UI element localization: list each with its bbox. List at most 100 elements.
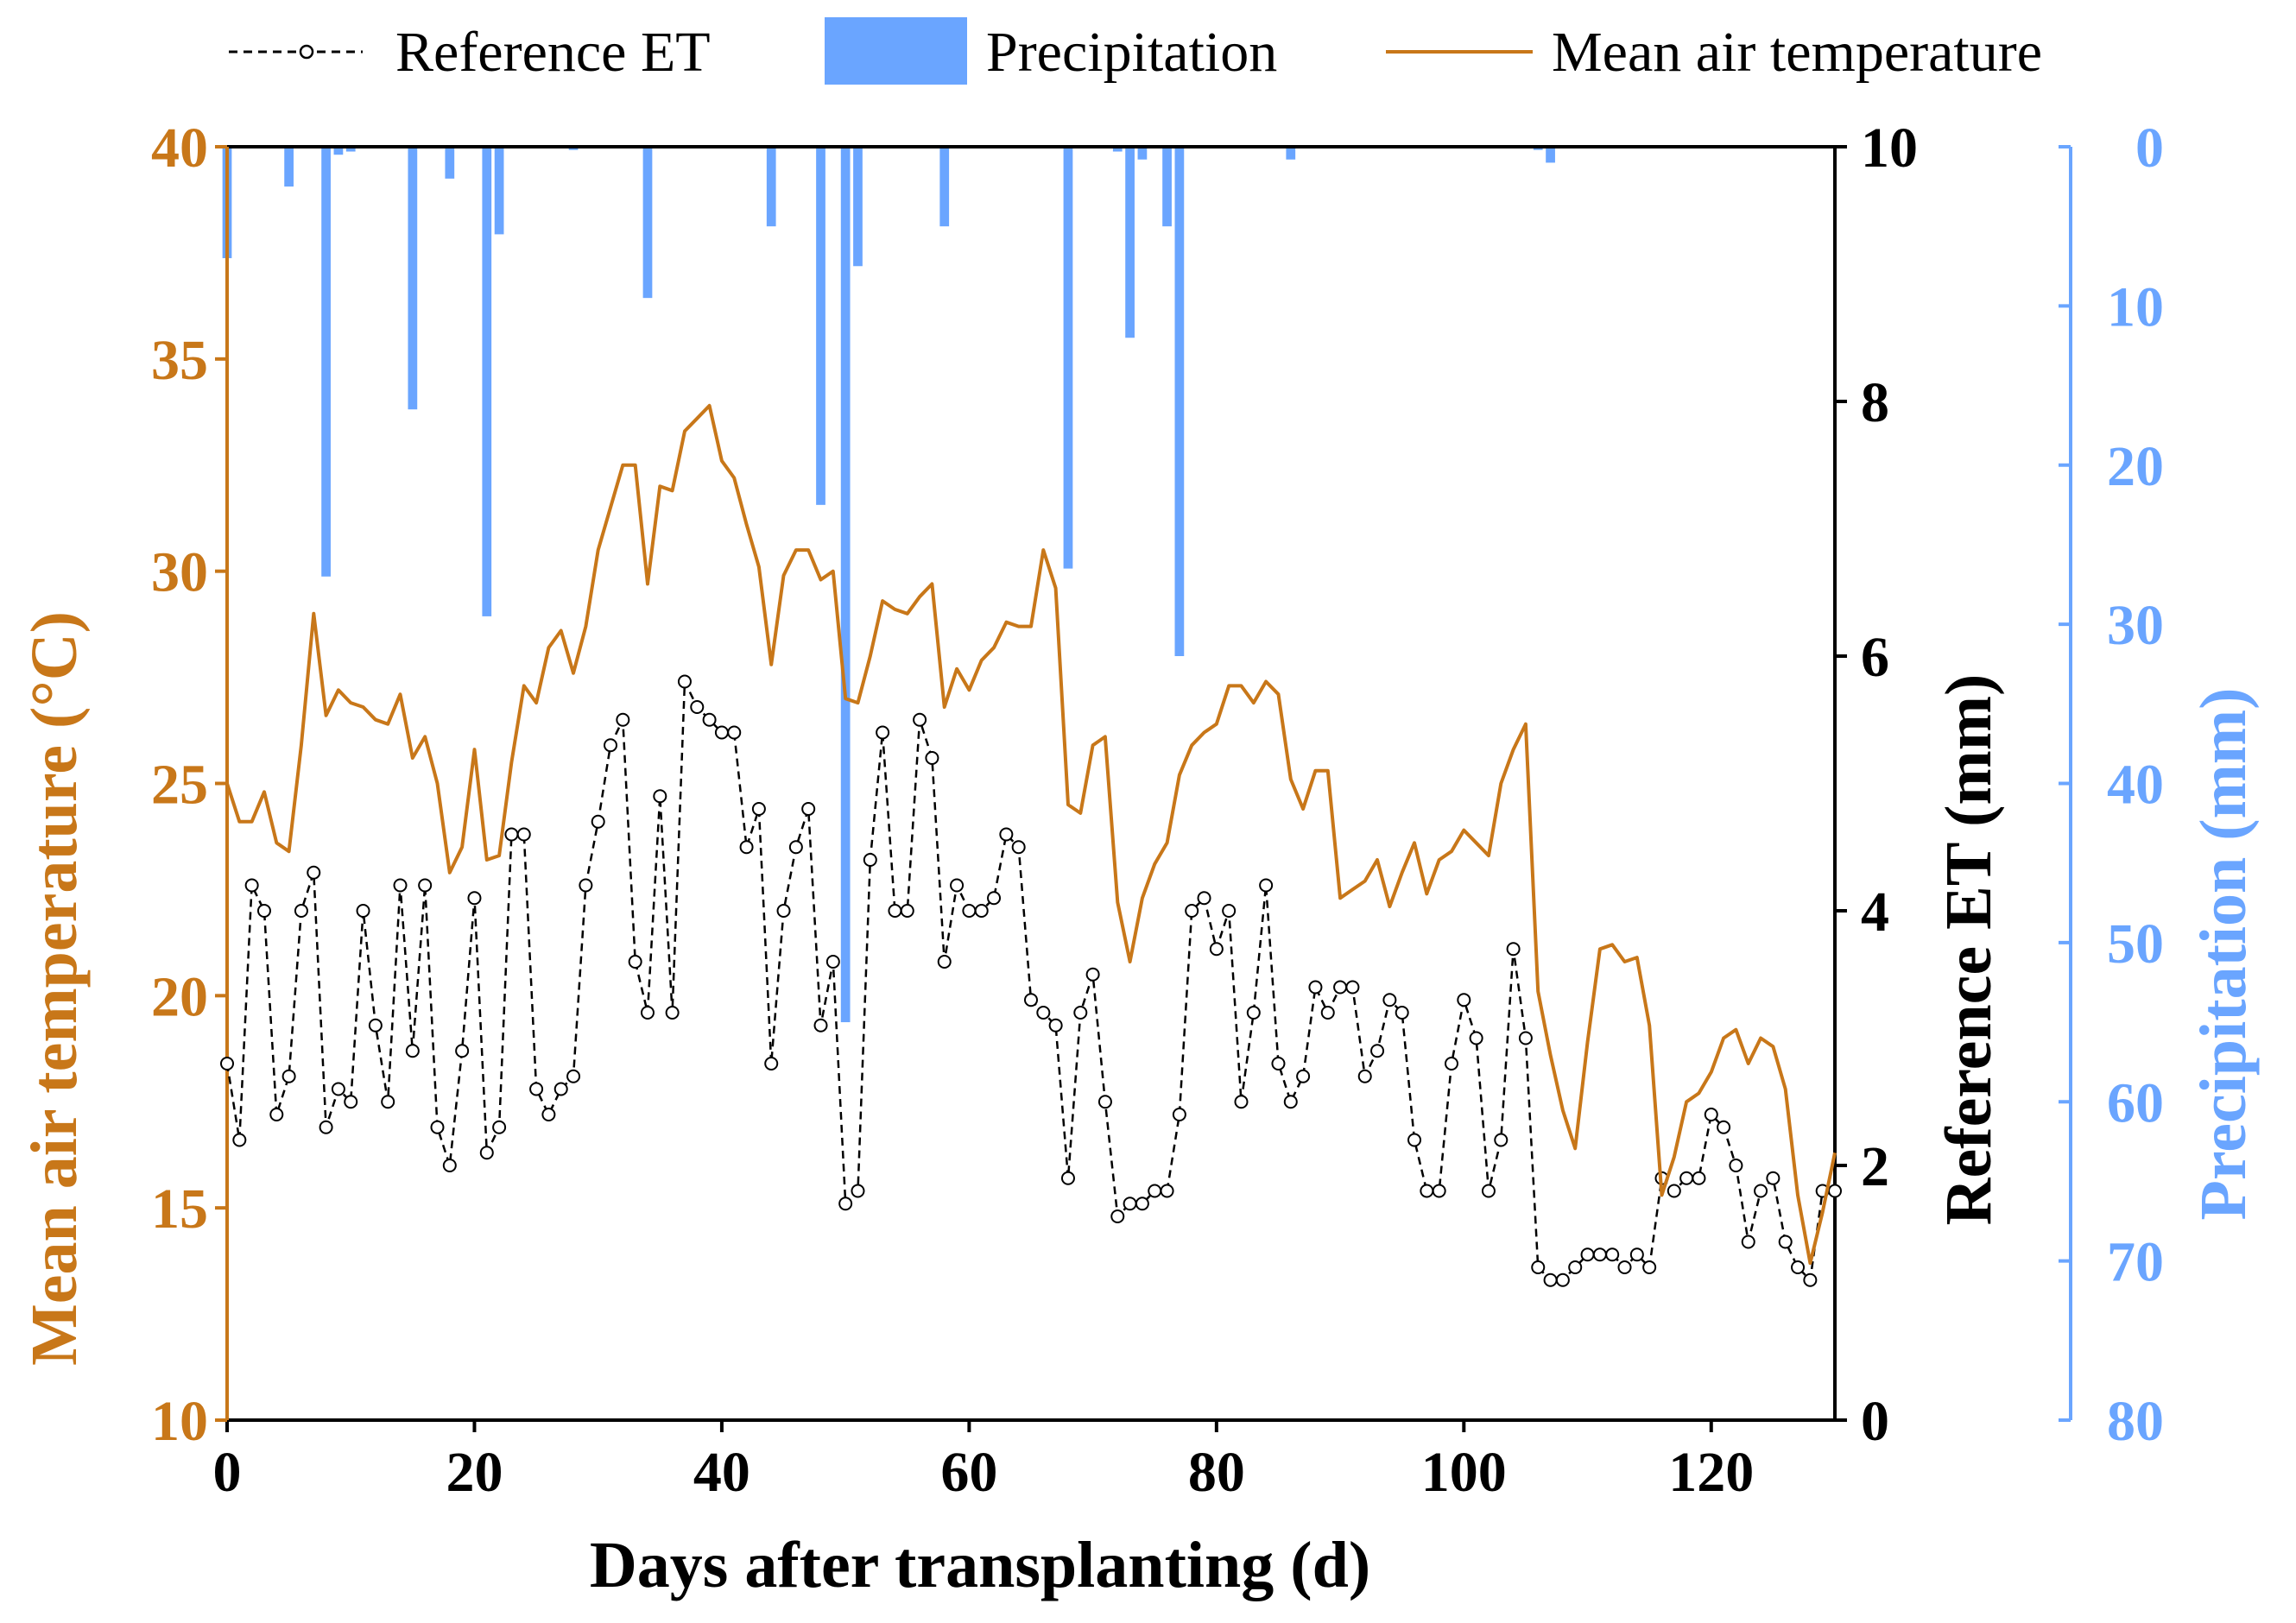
reference-et-point [283, 1070, 295, 1083]
x-axis-title: Days after transplanting (d) [590, 1529, 1370, 1601]
reference-et-point [988, 892, 1000, 904]
reference-et-point [395, 880, 407, 892]
reference-et-point [1235, 1096, 1247, 1108]
reference-et-point [1631, 1248, 1643, 1260]
reference-et-point [667, 1007, 679, 1019]
reference-et-point [1087, 969, 1099, 981]
reference-et-point [431, 1121, 443, 1134]
precip-bar [853, 147, 863, 266]
reference-et-point [753, 803, 765, 815]
y-right-precip-tick-label: 10 [2107, 275, 2164, 338]
y-right-precip-tick-label: 80 [2107, 1390, 2164, 1453]
reference-et-point [345, 1096, 357, 1108]
precip-bar [1175, 147, 1185, 656]
reference-et-point [1829, 1185, 1841, 1197]
reference-et-point [1594, 1248, 1606, 1260]
reference-et-point [914, 714, 926, 726]
reference-et-point [765, 1058, 777, 1070]
reference-et-point [1396, 1007, 1408, 1019]
x-tick-label: 80 [1188, 1441, 1245, 1504]
x-tick-label: 100 [1421, 1441, 1507, 1504]
reference-et-point [542, 1108, 554, 1121]
temperature-series [227, 406, 1835, 1263]
axes [215, 147, 2071, 1432]
reference-et-point [1346, 982, 1358, 994]
reference-et-point [444, 1159, 456, 1171]
reference-et-point [1161, 1185, 1173, 1197]
precip-bar [841, 147, 851, 1022]
reference-et-point [1483, 1185, 1495, 1197]
reference-et-point [1619, 1261, 1631, 1273]
reference-et-point [1025, 994, 1037, 1006]
reference-et-series [221, 676, 1841, 1286]
x-tick-label: 20 [446, 1441, 503, 1504]
reference-et-point [1408, 1134, 1420, 1146]
tick-labels: 0 20 40 60 80 100 120101520253035400246810 0102… [151, 117, 2164, 1504]
precip-bar [643, 147, 653, 298]
reference-et-point [889, 905, 901, 917]
precip-bar [816, 147, 825, 505]
reference-et-point [1582, 1248, 1594, 1260]
reference-et-point [1606, 1248, 1618, 1260]
reference-et-point [1148, 1185, 1161, 1197]
y-right-precip-tick-label: 0 [2135, 117, 2164, 180]
reference-et-point [320, 1121, 332, 1134]
y-left-tick-label: 15 [151, 1178, 208, 1241]
reference-et-point [505, 829, 517, 841]
reference-et-point [1471, 1033, 1483, 1045]
reference-et-point [332, 1083, 345, 1096]
reference-et-point [1013, 841, 1025, 853]
precip-bar [408, 147, 417, 409]
reference-et-point [1000, 829, 1012, 841]
reference-et-point [1420, 1185, 1433, 1197]
x-tick-label: 120 [1668, 1441, 1754, 1504]
reference-et-point [1309, 982, 1321, 994]
reference-et-point [790, 841, 802, 853]
y-right-precip-axis-title: Precipitation (mm) [2187, 688, 2260, 1221]
reference-et-point [1050, 1020, 1062, 1032]
precip-bar [495, 147, 504, 234]
reference-et-point [1211, 943, 1223, 955]
legend-reference-et-label: Reference ET [395, 21, 711, 84]
reference-et-point [1272, 1058, 1284, 1070]
y-left-tick-label: 35 [151, 329, 208, 392]
reference-et-point [876, 727, 889, 739]
reference-et-point [741, 841, 753, 853]
precip-bar [767, 147, 776, 226]
reference-et-point [1297, 1070, 1309, 1083]
reference-et-point [1124, 1197, 1136, 1209]
reference-et-point [617, 714, 629, 726]
y-left-tick-label: 30 [151, 541, 208, 604]
legend-precipitation-swatch [825, 17, 967, 85]
reference-et-point [1743, 1236, 1755, 1248]
reference-et-point [1371, 1045, 1383, 1057]
reference-et-point [1445, 1058, 1458, 1070]
y-right-et-tick-label: 0 [1861, 1390, 1889, 1453]
reference-et-point [456, 1045, 468, 1057]
legend-precipitation-label: Precipitation [986, 21, 1277, 84]
reference-et-point [1248, 1007, 1260, 1019]
reference-et-point [1136, 1197, 1148, 1209]
reference-et-point [926, 752, 938, 764]
y-left-tick-label: 20 [151, 965, 208, 1028]
reference-et-point [270, 1108, 282, 1121]
y-right-et-tick-label: 6 [1861, 626, 1889, 689]
reference-et-point [592, 816, 604, 828]
reference-et-point [530, 1083, 542, 1096]
reference-et-point [1074, 1007, 1086, 1019]
legend-reference-et-marker [300, 46, 313, 58]
reference-et-point [1062, 1172, 1074, 1184]
reference-et-point [1692, 1172, 1705, 1184]
y-right-precip-tick-label: 20 [2107, 435, 2164, 498]
legend: Reference ET Precipitation Mean air temp… [229, 17, 2042, 85]
reference-et-point [1223, 905, 1235, 917]
reference-et-point [246, 880, 258, 892]
reference-et-point [468, 892, 480, 904]
precip-bar [284, 147, 294, 186]
reference-et-point [951, 880, 963, 892]
reference-et-point [864, 854, 876, 866]
y-right-et-axis-title: Reference ET (mm) [1932, 674, 2005, 1226]
reference-et-point [802, 803, 814, 815]
reference-et-point [1668, 1185, 1680, 1197]
precip-bar [1162, 147, 1172, 226]
